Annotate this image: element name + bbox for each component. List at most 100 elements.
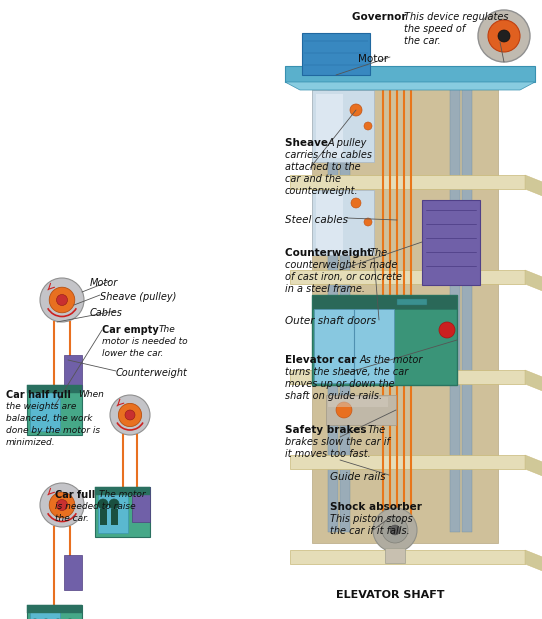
Bar: [27, 385, 82, 393]
Text: Governor: Governor: [352, 12, 410, 22]
Text: Sheave: Sheave: [285, 138, 332, 148]
Text: car and the: car and the: [285, 174, 341, 184]
Text: counterweight.: counterweight.: [285, 186, 359, 196]
Text: Shock absorber: Shock absorber: [330, 502, 422, 512]
Text: done by the motor is: done by the motor is: [6, 426, 100, 435]
Bar: [385, 548, 405, 563]
Bar: [30, 389, 60, 431]
Circle shape: [56, 295, 68, 306]
Text: ELEVATOR SHAFT: ELEVATOR SHAFT: [335, 590, 444, 600]
Text: is needed to raise: is needed to raise: [55, 502, 136, 511]
Bar: [312, 90, 374, 162]
Text: the speed of: the speed of: [404, 24, 465, 34]
Text: balanced, the work: balanced, the work: [6, 414, 93, 423]
Bar: [27, 605, 82, 619]
Bar: [100, 509, 107, 525]
Polygon shape: [525, 175, 542, 197]
Circle shape: [40, 278, 84, 322]
Text: When: When: [78, 390, 104, 399]
Text: The: The: [370, 248, 388, 258]
Bar: [316, 194, 343, 251]
Bar: [98, 491, 128, 533]
Text: The motor: The motor: [99, 490, 146, 499]
Text: it moves too fast.: it moves too fast.: [285, 449, 371, 459]
Circle shape: [125, 410, 135, 420]
Text: counterweight is made: counterweight is made: [285, 260, 397, 270]
Circle shape: [110, 395, 150, 435]
Bar: [328, 397, 388, 407]
Text: The: The: [159, 325, 176, 334]
Text: turns the sheave, the car: turns the sheave, the car: [285, 367, 408, 377]
Text: Car full: Car full: [55, 490, 99, 500]
Circle shape: [350, 104, 362, 116]
Text: motor is needed to: motor is needed to: [102, 337, 188, 346]
Polygon shape: [290, 370, 525, 384]
Text: moves up or down the: moves up or down the: [285, 379, 395, 389]
Bar: [326, 395, 396, 425]
Polygon shape: [290, 175, 525, 189]
Text: the car.: the car.: [404, 36, 441, 46]
Text: of cast iron, or concrete: of cast iron, or concrete: [285, 272, 402, 282]
Circle shape: [351, 198, 361, 208]
Polygon shape: [290, 270, 525, 284]
Polygon shape: [525, 455, 542, 477]
Circle shape: [49, 287, 75, 313]
Bar: [111, 509, 118, 525]
Bar: [397, 299, 427, 305]
Circle shape: [498, 30, 510, 42]
Text: Motor: Motor: [90, 278, 118, 288]
Text: Steel cables: Steel cables: [285, 215, 348, 225]
Text: Car empty: Car empty: [102, 325, 162, 335]
Bar: [312, 295, 457, 385]
Text: A pulley: A pulley: [328, 138, 367, 148]
Bar: [316, 94, 343, 158]
Text: Counterweight: Counterweight: [285, 248, 376, 258]
Text: lower the car.: lower the car.: [102, 349, 163, 358]
Bar: [302, 33, 370, 75]
Text: Elevator car: Elevator car: [285, 355, 360, 365]
Text: carries the cables: carries the cables: [285, 150, 372, 160]
Bar: [95, 487, 150, 537]
Circle shape: [109, 499, 119, 509]
Bar: [312, 78, 498, 543]
Text: Outer shaft doors: Outer shaft doors: [285, 316, 376, 326]
Circle shape: [336, 402, 352, 418]
Text: Cables: Cables: [90, 308, 123, 318]
Bar: [340, 82, 350, 532]
Bar: [64, 355, 82, 390]
Text: As the motor: As the motor: [360, 355, 423, 365]
Text: shaft on guide rails.: shaft on guide rails.: [285, 391, 382, 401]
Text: the weights are: the weights are: [6, 402, 76, 411]
Bar: [328, 82, 338, 532]
Text: The: The: [368, 425, 386, 435]
Text: Safety brakes: Safety brakes: [285, 425, 370, 435]
Circle shape: [118, 404, 141, 426]
Circle shape: [364, 218, 372, 226]
Text: Motor: Motor: [358, 54, 388, 64]
Circle shape: [98, 499, 108, 509]
Bar: [95, 487, 150, 495]
Bar: [314, 309, 394, 383]
Bar: [27, 605, 82, 613]
Polygon shape: [290, 550, 525, 564]
Bar: [30, 609, 60, 619]
Circle shape: [390, 525, 400, 535]
Polygon shape: [525, 370, 542, 392]
Circle shape: [40, 483, 84, 527]
Text: This device regulates: This device regulates: [404, 12, 508, 22]
Circle shape: [56, 500, 68, 511]
Text: brakes slow the car if: brakes slow the car if: [285, 437, 390, 447]
Circle shape: [364, 122, 372, 130]
Polygon shape: [290, 455, 525, 469]
Text: Car half full: Car half full: [6, 390, 74, 400]
Polygon shape: [285, 82, 535, 90]
Circle shape: [49, 492, 75, 517]
Bar: [312, 190, 374, 255]
Text: the car.: the car.: [55, 514, 89, 523]
Polygon shape: [525, 270, 542, 292]
Text: the car if it falls.: the car if it falls.: [330, 526, 410, 536]
Bar: [132, 487, 150, 522]
Polygon shape: [525, 550, 542, 572]
Circle shape: [382, 517, 408, 543]
Text: minimized.: minimized.: [6, 438, 56, 447]
